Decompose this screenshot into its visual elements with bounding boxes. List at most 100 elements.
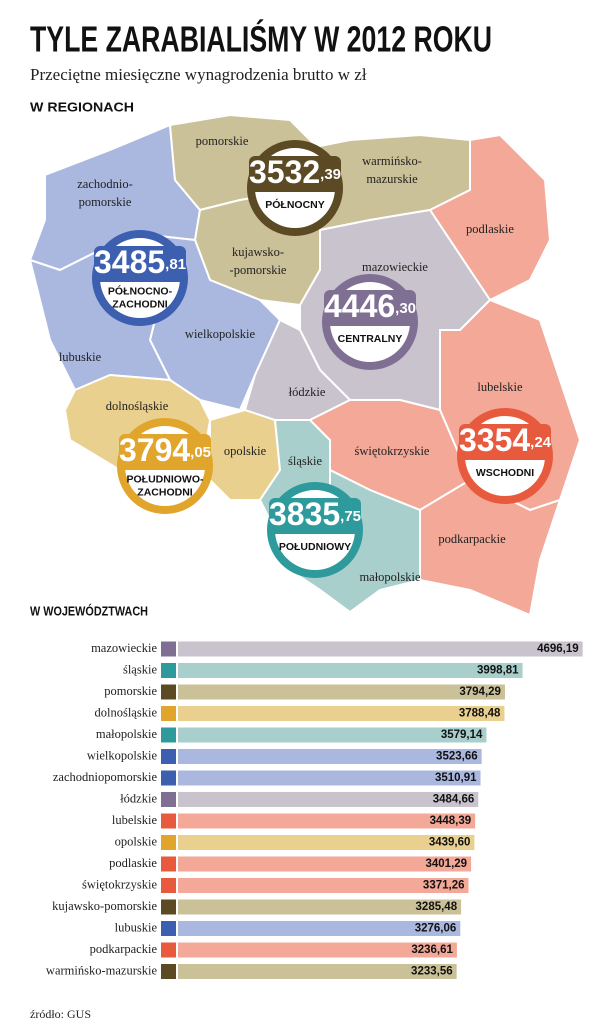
swatch	[161, 921, 176, 936]
value-label: 3285,48	[416, 901, 458, 913]
value-label: 3236,61	[411, 944, 453, 956]
region-label: podkarpackie	[438, 532, 506, 546]
value-label: 3579,14	[441, 729, 483, 741]
region-label: kujawsko-	[232, 245, 284, 259]
category-label: mazowieckie	[91, 641, 157, 655]
badge-name: ZACHODNI	[137, 486, 192, 498]
bar	[178, 727, 487, 743]
value-label: 3276,06	[415, 923, 457, 935]
category-label: lubuskie	[115, 920, 158, 934]
subtitle: Przeciętne miesięczne wynagrodzenia brut…	[30, 65, 367, 84]
value-label: 3523,66	[436, 751, 478, 763]
badge-integer: 3794	[119, 432, 190, 468]
bar	[178, 684, 505, 700]
badge-value: 3794,05	[119, 432, 211, 468]
value-label: 3401,29	[426, 858, 468, 870]
badge-plate	[119, 434, 211, 470]
badge-value: 3354,24	[459, 422, 552, 458]
bar	[178, 813, 476, 829]
swatch	[161, 856, 176, 872]
region-label: lubuskie	[59, 350, 102, 364]
bar	[178, 749, 482, 764]
swatch	[161, 663, 176, 678]
region-label: zachodnio-	[77, 177, 133, 191]
badge-decimal: ,75	[340, 508, 361, 525]
title: TYLE ZARABIALIŚMY W 2012 ROKU	[30, 18, 492, 60]
badge-decimal: ,30	[395, 300, 416, 317]
swatch	[161, 641, 176, 657]
category-label: opolskie	[115, 834, 158, 848]
region-label: podlaskie	[466, 222, 514, 236]
badge-value: 3532,39	[249, 154, 341, 190]
badge-decimal: ,39	[320, 166, 341, 183]
bar	[178, 964, 457, 979]
region-label: opolskie	[224, 444, 267, 458]
category-label: podkarpackie	[90, 942, 158, 956]
value-label: 4696,19	[537, 643, 579, 655]
bar	[178, 921, 461, 936]
bar	[178, 663, 523, 678]
region-label: lubelskie	[477, 380, 523, 394]
badge-name: WSCHODNI	[476, 467, 534, 479]
bar	[178, 770, 481, 786]
badge-name: PÓŁNOCNO-	[108, 284, 173, 297]
swatch	[161, 770, 176, 786]
region-label: pomorskie	[196, 134, 249, 148]
region-label: śląskie	[288, 454, 322, 468]
badge-integer: 3532	[249, 154, 320, 190]
category-label: dolnośląskie	[95, 705, 158, 719]
swatch	[161, 964, 176, 979]
region-label: warmińsko-	[362, 154, 422, 168]
region-label: małopolskie	[359, 570, 421, 584]
value-label: 3484,66	[433, 794, 475, 806]
category-label: podlaskie	[109, 856, 157, 870]
badge-plate	[249, 156, 341, 192]
badge-integer: 3485	[94, 244, 165, 280]
badge-decimal: ,81	[165, 256, 186, 273]
value-label: 3233,56	[411, 966, 453, 978]
value-label: 3794,29	[459, 686, 501, 698]
region-label: mazurskie	[366, 172, 418, 186]
swatch	[161, 727, 176, 743]
badge-value: 3485,81	[94, 244, 186, 280]
badge-plate	[459, 424, 551, 460]
value-label: 3448,39	[430, 815, 472, 827]
region-label: świętokrzyskie	[355, 444, 430, 458]
swatch	[161, 878, 176, 893]
badge-name: CENTRALNY	[338, 333, 403, 345]
chart-heading: W WOJEWÓDZTWACH	[30, 603, 148, 618]
badge-plate	[324, 290, 416, 326]
category-label: śląskie	[123, 662, 157, 676]
swatch	[161, 749, 176, 764]
category-label: wielkopolskie	[87, 748, 158, 762]
bar	[178, 942, 457, 958]
bar	[178, 856, 472, 872]
category-label: lubelskie	[112, 813, 158, 827]
badge-plate	[269, 498, 361, 534]
region-label: wielkopolskie	[185, 327, 256, 341]
category-label: małopolskie	[96, 727, 158, 741]
category-label: zachodniopomorskie	[53, 770, 158, 784]
bar	[178, 899, 462, 915]
badge-value: 3835,75	[269, 496, 361, 532]
swatch	[161, 706, 176, 721]
category-label: świętokrzyskie	[82, 877, 157, 891]
region-labels: zachodnio-pomorskie pomorskie warmińsko-ma…	[59, 134, 523, 584]
map-heading: W REGIONACH	[30, 99, 134, 114]
bar	[178, 835, 475, 850]
badge-name: POŁUDNIOWO-	[127, 473, 204, 485]
region-label: pomorskie	[79, 195, 132, 209]
swatch	[161, 835, 176, 850]
category-label: kujawsko-pomorskie	[52, 899, 157, 913]
bar	[178, 792, 479, 807]
category-label: warmińsko-mazurskie	[46, 963, 158, 977]
source: źródło: GUS	[30, 1007, 91, 1021]
region-label: mazowieckie	[362, 260, 428, 274]
swatch	[161, 684, 176, 700]
bar-chart: mazowieckie 4696,19 śląskie 3998,81 pomorski…	[46, 641, 583, 979]
swatch	[161, 792, 176, 807]
region-label: dolnośląskie	[106, 399, 169, 413]
badge-decimal: ,05	[190, 444, 211, 461]
bar	[178, 641, 583, 657]
badge-integer: 3354	[459, 422, 530, 458]
